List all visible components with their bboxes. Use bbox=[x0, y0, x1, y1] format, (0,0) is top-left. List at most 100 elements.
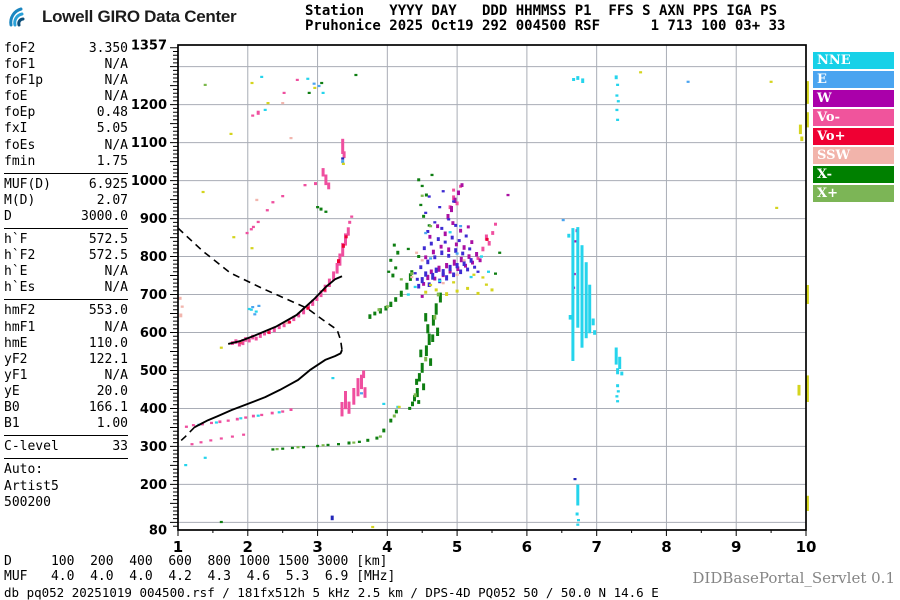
echo-point bbox=[321, 444, 325, 447]
echo-point bbox=[459, 225, 463, 228]
echo-point bbox=[342, 151, 346, 159]
echo-point bbox=[392, 414, 396, 418]
echo-point bbox=[455, 273, 459, 276]
echo-point bbox=[616, 400, 620, 403]
param-row: foF1 N/A bbox=[4, 57, 128, 73]
param-label: D bbox=[4, 208, 12, 224]
param-label: M(D) bbox=[4, 192, 36, 208]
echo-point bbox=[443, 240, 447, 244]
echo-point bbox=[341, 160, 345, 164]
auto-line: Artist5 bbox=[4, 478, 59, 494]
echo-point bbox=[639, 71, 643, 74]
echo-point bbox=[387, 270, 391, 273]
echo-point bbox=[317, 84, 321, 88]
param-row: hmF1 N/A bbox=[4, 320, 128, 336]
echo-point bbox=[420, 184, 424, 188]
echo-point bbox=[686, 80, 690, 83]
series-X+ bbox=[203, 83, 440, 451]
echo-point bbox=[382, 428, 386, 433]
echo-point bbox=[460, 183, 464, 187]
y-tick-label: 80 bbox=[149, 524, 167, 539]
echo-point bbox=[437, 265, 441, 272]
echo-point bbox=[389, 301, 393, 307]
param-label: fxI bbox=[4, 121, 28, 137]
profile-bottomside_solid bbox=[194, 349, 343, 428]
x-axis-ticks bbox=[177, 530, 807, 536]
legend-item-NNE: NNE bbox=[813, 52, 894, 69]
echo-point bbox=[229, 132, 233, 135]
echo-point bbox=[438, 292, 442, 303]
param-label: yF2 bbox=[4, 351, 28, 367]
echo-point bbox=[494, 272, 497, 275]
echo-point bbox=[250, 81, 254, 85]
param-label: hmF1 bbox=[4, 319, 36, 335]
auto-scaler-block: Auto: Artist5 500200 bbox=[4, 458, 128, 512]
echo-point bbox=[180, 305, 184, 308]
echo-point bbox=[446, 214, 450, 220]
brand-title: Lowell GIRO Data Center bbox=[42, 7, 237, 26]
echo-point bbox=[265, 209, 269, 212]
echo-point bbox=[616, 384, 620, 388]
echo-point bbox=[581, 78, 585, 83]
gridlines bbox=[178, 45, 806, 530]
echo-point bbox=[326, 443, 330, 447]
muf-row: MUF 4.0 4.0 4.0 4.2 4.3 4.6 5.3 6.9 [MHz… bbox=[4, 569, 396, 584]
param-value: 2.07 bbox=[96, 192, 128, 208]
auto-line: 500200 bbox=[4, 495, 51, 511]
echo-point bbox=[337, 259, 340, 263]
echo-point bbox=[241, 339, 245, 346]
param-row: yF1 N/A bbox=[4, 368, 128, 384]
param-value: 1.75 bbox=[96, 153, 128, 169]
echo-point bbox=[296, 446, 300, 449]
echo-point bbox=[422, 246, 426, 251]
param-label: C-level bbox=[4, 439, 59, 455]
echo-point bbox=[470, 240, 474, 244]
echo-point bbox=[235, 417, 239, 421]
y-tick-label: 1000 bbox=[131, 174, 167, 189]
param-row: M(D) 2.07 bbox=[4, 193, 128, 209]
echo-point bbox=[352, 441, 356, 444]
y-tick-label: 800 bbox=[140, 250, 167, 265]
echo-point bbox=[567, 233, 571, 238]
param-row: yF2 122.1 bbox=[4, 352, 128, 368]
echo-point bbox=[450, 235, 454, 240]
echo-point bbox=[190, 443, 194, 446]
echo-point bbox=[420, 194, 424, 197]
param-row: fxI 5.05 bbox=[4, 121, 128, 137]
echo-point bbox=[260, 75, 264, 78]
echo-point bbox=[584, 262, 588, 339]
y-tick-label: 400 bbox=[140, 402, 167, 417]
param-label: hmF2 bbox=[4, 303, 36, 319]
y-tick-label: 700 bbox=[140, 288, 167, 303]
param-value: 166.1 bbox=[88, 399, 128, 415]
echo-point bbox=[256, 220, 260, 224]
echo-point bbox=[281, 195, 285, 198]
echo-point bbox=[454, 223, 458, 227]
echo-point bbox=[256, 414, 260, 417]
echo-point bbox=[462, 260, 466, 266]
echo-point bbox=[357, 440, 361, 443]
echo-point bbox=[341, 157, 345, 160]
echo-point bbox=[441, 269, 445, 276]
echo-point bbox=[315, 295, 319, 301]
echo-point bbox=[469, 258, 473, 263]
echo-point bbox=[360, 374, 363, 390]
echo-point bbox=[251, 225, 255, 229]
param-value: N/A bbox=[104, 264, 128, 280]
echo-point bbox=[288, 321, 292, 324]
echo-point bbox=[447, 218, 451, 221]
echo-point bbox=[392, 243, 396, 247]
echo-point bbox=[424, 271, 428, 277]
echo-point bbox=[476, 256, 480, 260]
param-group: h`F 572.5 h`F2 572.5 h`E N/A h`Es N/A bbox=[4, 228, 128, 296]
echo-point bbox=[184, 425, 188, 428]
echo-point bbox=[394, 266, 398, 270]
param-row: foE N/A bbox=[4, 89, 128, 105]
echo-point bbox=[341, 138, 345, 154]
param-value: 20.0 bbox=[96, 383, 128, 399]
echo-point bbox=[436, 292, 440, 297]
echo-point bbox=[332, 271, 336, 281]
echo-point bbox=[360, 392, 363, 395]
echo-point bbox=[459, 269, 463, 275]
echo-point bbox=[433, 255, 437, 260]
